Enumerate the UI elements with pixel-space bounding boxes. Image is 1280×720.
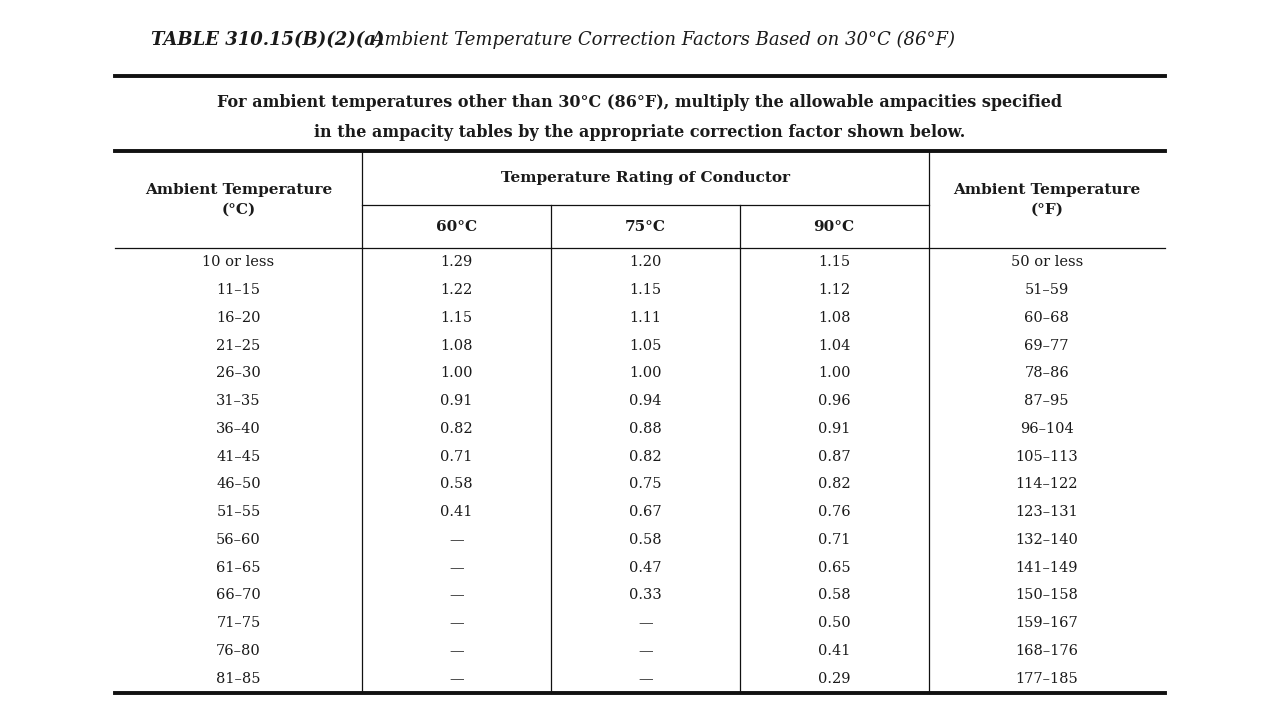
Text: 1.15: 1.15 (440, 311, 472, 325)
Text: 21–25: 21–25 (216, 338, 261, 353)
Text: 0.65: 0.65 (818, 561, 850, 575)
Text: 78–86: 78–86 (1024, 366, 1069, 380)
Text: —: — (449, 672, 463, 685)
Text: 96–104: 96–104 (1020, 422, 1074, 436)
Text: 16–20: 16–20 (216, 311, 261, 325)
Text: 41–45: 41–45 (216, 449, 261, 464)
Text: —: — (637, 644, 653, 658)
Text: in the ampacity tables by the appropriate correction factor shown below.: in the ampacity tables by the appropriat… (315, 124, 965, 141)
Text: 1.00: 1.00 (628, 366, 662, 380)
Text: 1.00: 1.00 (440, 366, 472, 380)
Text: 76–80: 76–80 (216, 644, 261, 658)
Text: Ambient Temperature
(°C): Ambient Temperature (°C) (145, 183, 332, 217)
Text: 114–122: 114–122 (1015, 477, 1078, 492)
Text: 46–50: 46–50 (216, 477, 261, 492)
Text: 168–176: 168–176 (1015, 644, 1078, 658)
Text: 66–70: 66–70 (216, 588, 261, 603)
Text: —: — (637, 616, 653, 630)
Text: 1.05: 1.05 (628, 338, 662, 353)
Text: 0.41: 0.41 (818, 644, 850, 658)
Text: 0.33: 0.33 (628, 588, 662, 603)
Text: 0.91: 0.91 (440, 394, 472, 408)
Text: 0.94: 0.94 (628, 394, 662, 408)
Text: 10 or less: 10 or less (202, 256, 275, 269)
Text: 1.04: 1.04 (818, 338, 850, 353)
Text: 51–55: 51–55 (216, 505, 261, 519)
Text: Ambient Temperature
(°F): Ambient Temperature (°F) (954, 183, 1140, 217)
Text: 1.08: 1.08 (440, 338, 472, 353)
Text: 81–85: 81–85 (216, 672, 261, 685)
Text: —: — (449, 533, 463, 547)
Text: 1.15: 1.15 (818, 256, 850, 269)
Text: 90°C: 90°C (814, 220, 855, 234)
Text: —: — (449, 588, 463, 603)
Text: 177–185: 177–185 (1015, 672, 1078, 685)
Text: Ambient Temperature Correction Factors Based on 30°C (86°F): Ambient Temperature Correction Factors B… (360, 31, 955, 50)
Text: 1.22: 1.22 (440, 283, 472, 297)
Text: 1.15: 1.15 (630, 283, 662, 297)
Text: 0.82: 0.82 (818, 477, 850, 492)
Text: 0.75: 0.75 (628, 477, 662, 492)
Text: 1.08: 1.08 (818, 311, 850, 325)
Text: 1.11: 1.11 (630, 311, 662, 325)
Text: —: — (449, 561, 463, 575)
Text: 1.00: 1.00 (818, 366, 850, 380)
Text: For ambient temperatures other than 30°C (86°F), multiply the allowable ampaciti: For ambient temperatures other than 30°C… (218, 94, 1062, 111)
Text: 159–167: 159–167 (1015, 616, 1078, 630)
Text: 51–59: 51–59 (1024, 283, 1069, 297)
Text: 60–68: 60–68 (1024, 311, 1069, 325)
Text: 0.58: 0.58 (440, 477, 472, 492)
Text: 141–149: 141–149 (1015, 561, 1078, 575)
Text: 71–75: 71–75 (216, 616, 261, 630)
Text: 0.47: 0.47 (628, 561, 662, 575)
Text: Temperature Rating of Conductor: Temperature Rating of Conductor (500, 171, 790, 185)
Text: 60°C: 60°C (435, 220, 477, 234)
Text: 87–95: 87–95 (1024, 394, 1069, 408)
Text: 0.88: 0.88 (628, 422, 662, 436)
Text: 0.82: 0.82 (628, 449, 662, 464)
Text: 56–60: 56–60 (216, 533, 261, 547)
Text: 0.82: 0.82 (440, 422, 472, 436)
Text: 0.87: 0.87 (818, 449, 850, 464)
Text: 50 or less: 50 or less (1011, 256, 1083, 269)
Text: 0.58: 0.58 (628, 533, 662, 547)
Text: 0.58: 0.58 (818, 588, 850, 603)
Text: 0.29: 0.29 (818, 672, 850, 685)
Text: 0.71: 0.71 (818, 533, 850, 547)
Text: 1.29: 1.29 (440, 256, 472, 269)
Text: 1.20: 1.20 (628, 256, 662, 269)
Text: 0.71: 0.71 (440, 449, 472, 464)
Text: —: — (637, 672, 653, 685)
Text: 61–65: 61–65 (216, 561, 261, 575)
Text: 69–77: 69–77 (1024, 338, 1069, 353)
Text: 0.91: 0.91 (818, 422, 850, 436)
Text: 123–131: 123–131 (1015, 505, 1078, 519)
Text: 36–40: 36–40 (216, 422, 261, 436)
Text: 26–30: 26–30 (216, 366, 261, 380)
Text: 75°C: 75°C (625, 220, 666, 234)
Text: 0.41: 0.41 (440, 505, 472, 519)
Text: TABLE 310.15(B)(2)(a): TABLE 310.15(B)(2)(a) (151, 31, 384, 49)
Text: 105–113: 105–113 (1015, 449, 1078, 464)
Text: 0.76: 0.76 (818, 505, 850, 519)
Text: 11–15: 11–15 (216, 283, 261, 297)
Text: 132–140: 132–140 (1015, 533, 1078, 547)
Text: 150–158: 150–158 (1015, 588, 1078, 603)
Text: 0.50: 0.50 (818, 616, 850, 630)
Text: —: — (449, 616, 463, 630)
Text: 1.12: 1.12 (818, 283, 850, 297)
Text: 0.67: 0.67 (628, 505, 662, 519)
Text: 0.96: 0.96 (818, 394, 850, 408)
Text: 31–35: 31–35 (216, 394, 261, 408)
Text: —: — (449, 644, 463, 658)
